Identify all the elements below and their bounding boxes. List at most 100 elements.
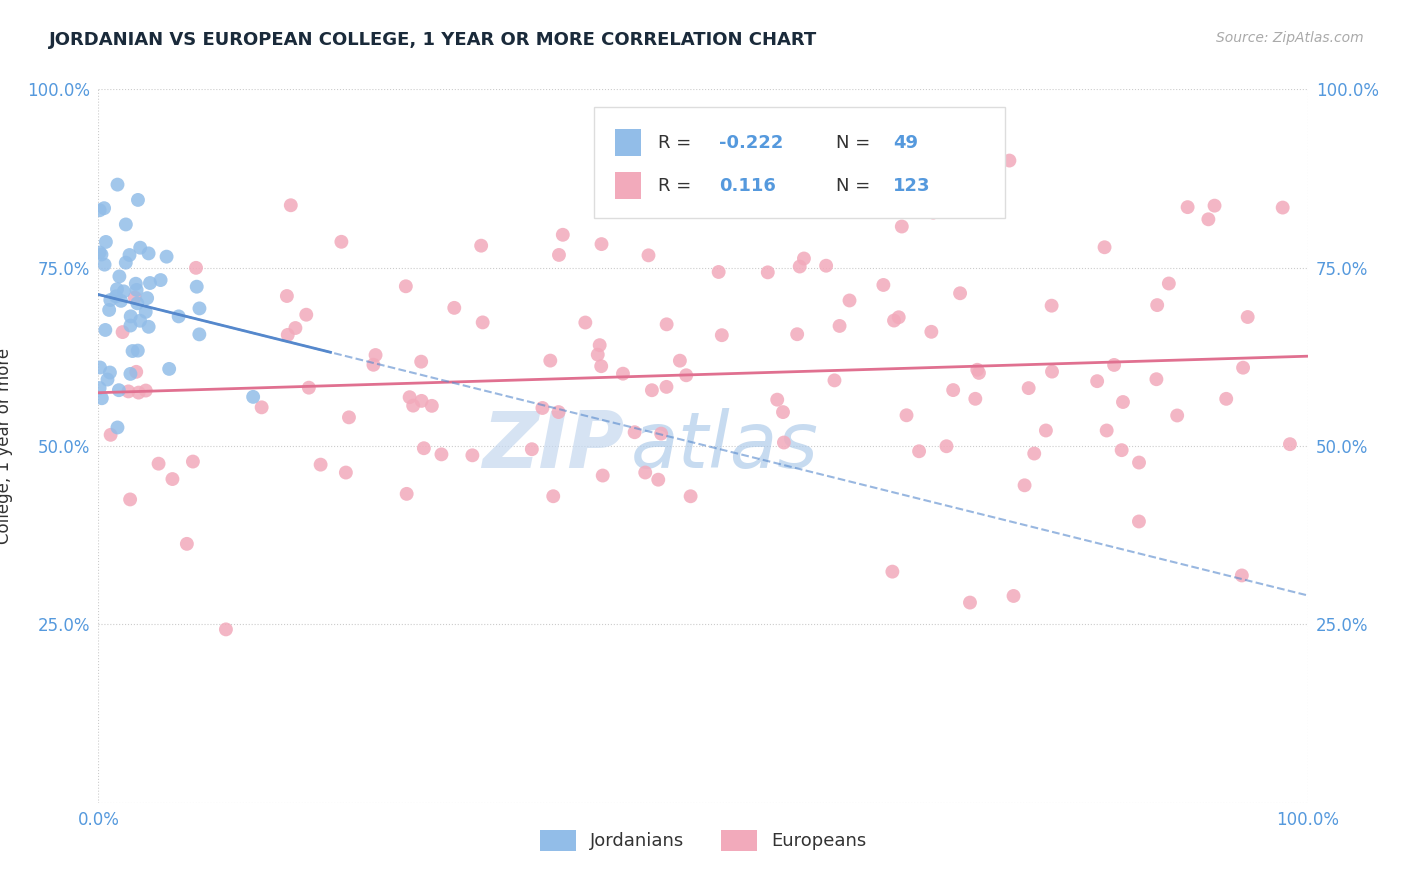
Point xyxy=(623,425,645,440)
Point xyxy=(443,301,465,315)
Point xyxy=(1102,358,1125,372)
Point xyxy=(669,353,692,368)
Point xyxy=(280,198,302,212)
Point xyxy=(461,448,484,462)
Point xyxy=(94,323,117,337)
Point xyxy=(89,245,111,260)
Point xyxy=(872,277,894,292)
Point xyxy=(250,401,273,415)
Point xyxy=(966,363,988,377)
Point xyxy=(420,399,443,413)
Text: -0.222: -0.222 xyxy=(718,134,783,152)
Text: ZIP: ZIP xyxy=(482,408,624,484)
Point xyxy=(121,344,143,359)
Point xyxy=(551,227,574,242)
FancyBboxPatch shape xyxy=(595,107,1005,218)
Point xyxy=(591,237,613,252)
Point xyxy=(114,255,136,269)
Point xyxy=(98,302,121,317)
Point xyxy=(135,305,157,319)
Point xyxy=(127,193,149,207)
Point xyxy=(707,265,730,279)
Point xyxy=(98,293,121,307)
Point xyxy=(1166,409,1188,423)
Point xyxy=(138,246,160,260)
Point xyxy=(1144,372,1167,386)
Point xyxy=(1040,365,1063,379)
Point xyxy=(277,327,299,342)
Point xyxy=(942,383,965,397)
Point xyxy=(675,368,697,383)
Point xyxy=(127,296,149,310)
Point xyxy=(1014,478,1036,492)
Point xyxy=(188,327,211,342)
Point xyxy=(908,444,931,458)
Point xyxy=(896,409,918,423)
Point xyxy=(890,219,912,234)
Y-axis label: College, 1 year or more: College, 1 year or more xyxy=(0,348,13,544)
Point xyxy=(117,384,139,399)
Point xyxy=(679,489,702,503)
Point xyxy=(89,360,111,375)
Text: N =: N = xyxy=(837,134,876,152)
Point xyxy=(94,235,117,249)
Point xyxy=(127,343,149,358)
Point xyxy=(786,327,808,342)
Point xyxy=(838,293,860,308)
Point xyxy=(998,153,1021,168)
Point xyxy=(112,285,135,299)
Point xyxy=(330,235,353,249)
Point xyxy=(655,318,678,332)
Point xyxy=(1112,395,1135,409)
Point xyxy=(176,537,198,551)
Point xyxy=(118,248,141,262)
Point xyxy=(89,203,111,218)
Point xyxy=(1094,240,1116,254)
Point xyxy=(155,250,177,264)
Point xyxy=(149,273,172,287)
Point xyxy=(772,405,794,419)
FancyBboxPatch shape xyxy=(614,172,641,199)
Point xyxy=(548,248,571,262)
Point xyxy=(1230,568,1253,582)
Point xyxy=(641,383,664,397)
Point xyxy=(815,259,838,273)
Point xyxy=(215,623,238,637)
Point xyxy=(520,442,543,457)
Point xyxy=(111,325,134,339)
Text: 0.116: 0.116 xyxy=(718,177,776,194)
Point xyxy=(430,447,453,461)
Point xyxy=(162,472,184,486)
Point xyxy=(756,265,779,279)
Point xyxy=(1128,515,1150,529)
Point xyxy=(412,441,434,455)
Point xyxy=(828,318,851,333)
Point xyxy=(395,279,418,293)
Point xyxy=(655,380,678,394)
Point xyxy=(591,359,613,374)
Legend: Jordanians, Europeans: Jordanians, Europeans xyxy=(533,822,873,858)
Point xyxy=(538,353,561,368)
Point xyxy=(1111,443,1133,458)
Point xyxy=(647,473,669,487)
Point xyxy=(186,279,208,293)
Point xyxy=(471,315,494,329)
Point xyxy=(167,310,190,324)
Point xyxy=(120,492,142,507)
Point xyxy=(1236,310,1258,324)
Text: Source: ZipAtlas.com: Source: ZipAtlas.com xyxy=(1216,31,1364,45)
Point xyxy=(157,362,180,376)
Point xyxy=(710,328,733,343)
Point xyxy=(589,338,612,352)
Point xyxy=(470,238,492,252)
Point xyxy=(541,489,564,503)
Text: 49: 49 xyxy=(893,134,918,152)
Point xyxy=(98,366,121,380)
Point xyxy=(1146,298,1168,312)
Point xyxy=(882,565,904,579)
Point xyxy=(107,178,129,192)
Point xyxy=(100,427,122,442)
Point xyxy=(773,435,796,450)
Point xyxy=(242,390,264,404)
Point xyxy=(650,426,672,441)
